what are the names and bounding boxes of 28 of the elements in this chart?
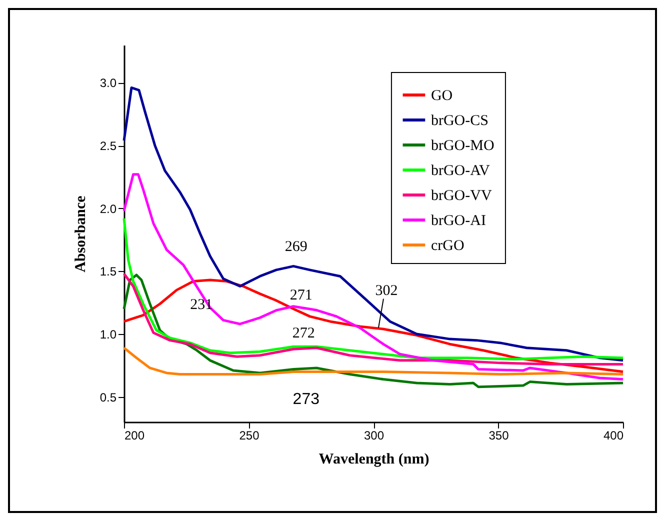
annotation: 269	[284, 239, 308, 256]
x-axis-title: Wavelength (nm)	[318, 452, 430, 468]
line-series	[122, 86, 624, 362]
legend-label: brGO-AV	[430, 163, 490, 179]
x-tick-label: 300	[364, 428, 384, 442]
x-tick-label: 200	[124, 428, 145, 442]
x-tick-label: 250	[239, 428, 260, 442]
legend-label: brGO-AI	[430, 213, 486, 229]
y-tick-label: 3.0	[100, 76, 117, 90]
y-tick-label: 1.5	[100, 264, 117, 279]
legend-label: brGO-MO	[430, 138, 494, 154]
y-axis-title: Absorbance	[72, 195, 89, 272]
annotation: 273	[292, 391, 320, 408]
x-tick-label: 400	[603, 428, 624, 442]
y-tick-label: 2.0	[100, 202, 117, 216]
x-tick-label: 350	[488, 428, 510, 442]
line-series	[122, 346, 624, 376]
legend-label: GO	[430, 88, 453, 104]
y-tick-label: 0.5	[100, 390, 117, 404]
annotation: 271	[290, 288, 312, 304]
annotation: 302	[375, 282, 398, 299]
line-series	[122, 274, 624, 388]
y-tick-label: 1.0	[100, 328, 117, 342]
y-tick-label: 2.5	[100, 139, 117, 154]
legend-label: brGO-VV	[430, 188, 492, 204]
legend-label: crGO	[430, 238, 464, 254]
legend-label: brGO-CS	[430, 113, 488, 129]
annotation: 272	[292, 326, 315, 342]
